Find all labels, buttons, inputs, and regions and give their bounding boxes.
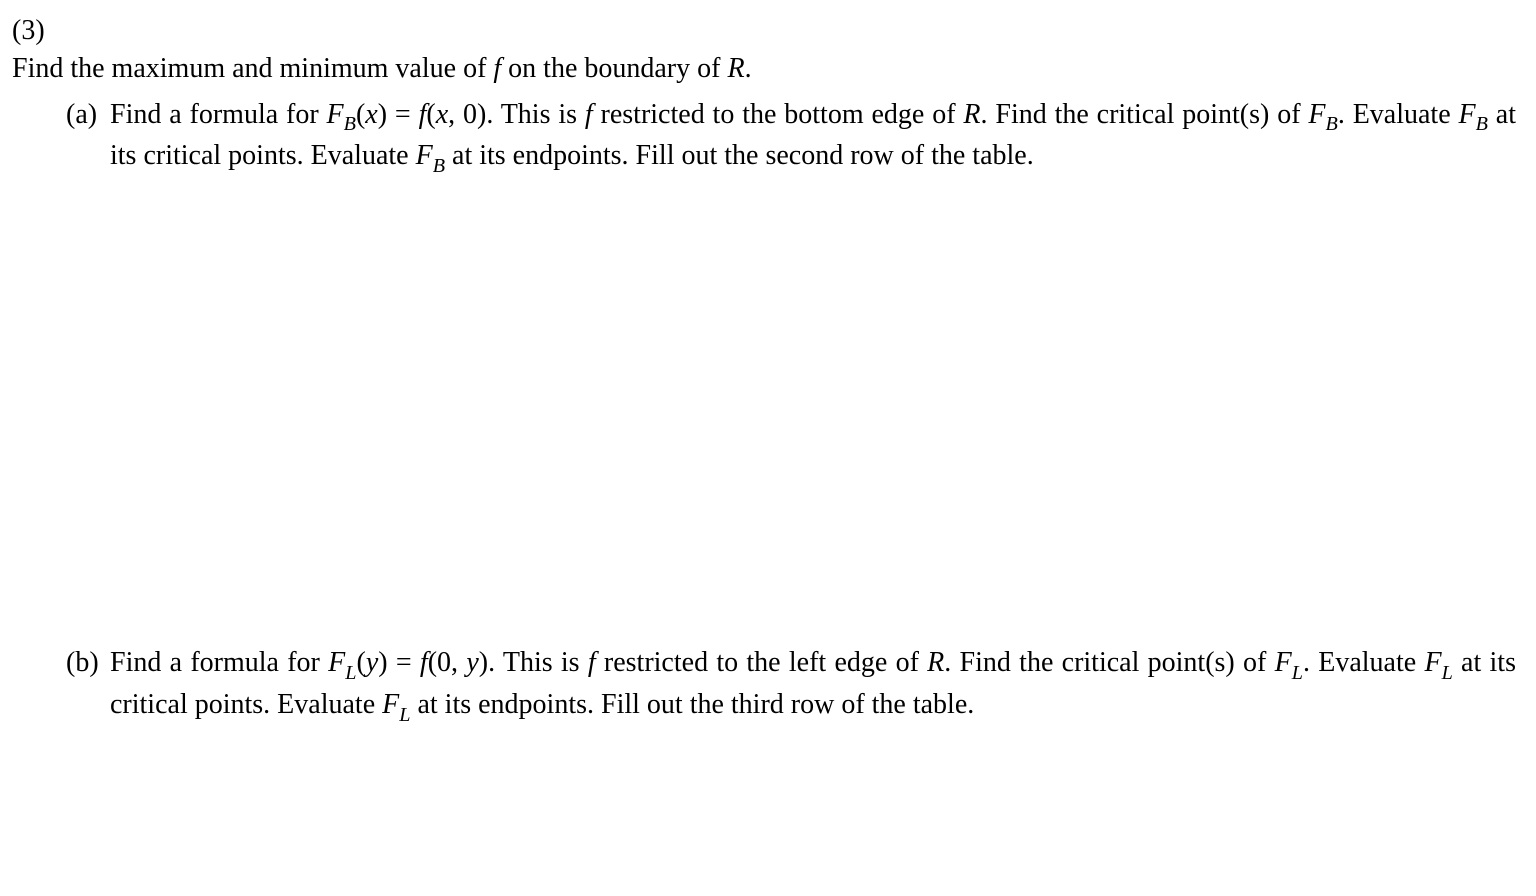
b-argy-open: ( — [356, 647, 365, 678]
intro-text-end: . — [745, 53, 752, 84]
a-FB1-sub: B — [344, 113, 356, 135]
b-f2: f — [588, 647, 596, 678]
subparts-container: (a) Find a formula for FB(x) = f(x, 0). … — [110, 96, 1516, 728]
b-fxy-y: y — [466, 647, 478, 678]
b-fxy-close: ) — [479, 647, 488, 678]
b-FL2: F — [1275, 647, 1292, 678]
a-FB4-sub: B — [433, 155, 445, 177]
a-FB2-sub: B — [1326, 113, 1338, 135]
a-fxy-comma: , 0 — [448, 99, 477, 130]
a-fxy-close: ) — [477, 99, 486, 130]
b-FL4: F — [382, 689, 399, 720]
a-t2: . This is — [486, 99, 585, 130]
a-FB2: F — [1308, 99, 1325, 130]
intro-text-pre: Find the maximum and minimum value of — [12, 53, 493, 84]
a-t6: at its endpoints. Fill out the second ro… — [445, 140, 1034, 171]
a-FB3: F — [1459, 99, 1476, 130]
b-eq: = — [388, 647, 420, 678]
problem-intro: Find the maximum and minimum value of f … — [12, 50, 1456, 88]
b-argy-close: ) — [378, 647, 387, 678]
a-R: R — [963, 99, 980, 130]
a-t1: Find a formula for — [110, 99, 327, 130]
subpart-b: (b) Find a formula for FL(y) = f(0, y). … — [110, 644, 1516, 728]
problem-block: (3) Find the maximum and minimum value o… — [12, 12, 1516, 728]
subpart-b-body: Find a formula for FL(y) = f(0, y). This… — [110, 644, 1516, 728]
subpart-a-body: Find a formula for FB(x) = f(x, 0). This… — [110, 96, 1516, 180]
b-FL3: F — [1424, 647, 1441, 678]
b-R: R — [927, 647, 944, 678]
subpart-a-label: (a) — [66, 96, 97, 134]
a-argx-open: ( — [356, 99, 365, 130]
a-FB1: F — [327, 99, 344, 130]
a-FB3-sub: B — [1476, 113, 1488, 135]
a-FB4: F — [416, 140, 433, 171]
a-argx-close: ) — [378, 99, 387, 130]
b-FL4-sub: L — [399, 704, 410, 726]
subpart-b-label: (b) — [66, 644, 99, 682]
b-FL1: F — [328, 647, 345, 678]
b-t2: . This is — [488, 647, 588, 678]
b-t6: at its endpoints. Fill out the third row… — [410, 689, 974, 720]
a-fxy-x: x — [436, 99, 448, 130]
a-eq: = — [387, 99, 419, 130]
b-FL2-sub: L — [1292, 662, 1303, 684]
a-t3: . Find the critical point(s) of — [981, 99, 1309, 130]
b-f: f — [420, 647, 428, 678]
a-t4: . Evaluate — [1338, 99, 1459, 130]
b-fxy-open: (0, — [428, 647, 467, 678]
problem-number: (3) — [12, 12, 66, 50]
intro-text-mid: on the boundary of — [501, 53, 727, 84]
b-t2b: restricted to the left edge of — [596, 647, 928, 678]
b-FL1-sub: L — [345, 662, 356, 684]
b-t4: . Evaluate — [1303, 647, 1425, 678]
b-t3: . Find the critical point(s) of — [944, 647, 1274, 678]
a-argx-var: x — [365, 99, 377, 130]
intro-R-var: R — [727, 53, 744, 84]
intro-f-var: f — [493, 53, 501, 84]
a-f2: f — [585, 99, 593, 130]
b-t1: Find a formula for — [110, 647, 328, 678]
subpart-a: (a) Find a formula for FB(x) = f(x, 0). … — [110, 96, 1516, 180]
a-t2b: restricted to the bottom edge of — [593, 99, 964, 130]
b-argy-var: y — [366, 647, 378, 678]
b-FL3-sub: L — [1442, 662, 1453, 684]
a-fxy-open: ( — [426, 99, 435, 130]
